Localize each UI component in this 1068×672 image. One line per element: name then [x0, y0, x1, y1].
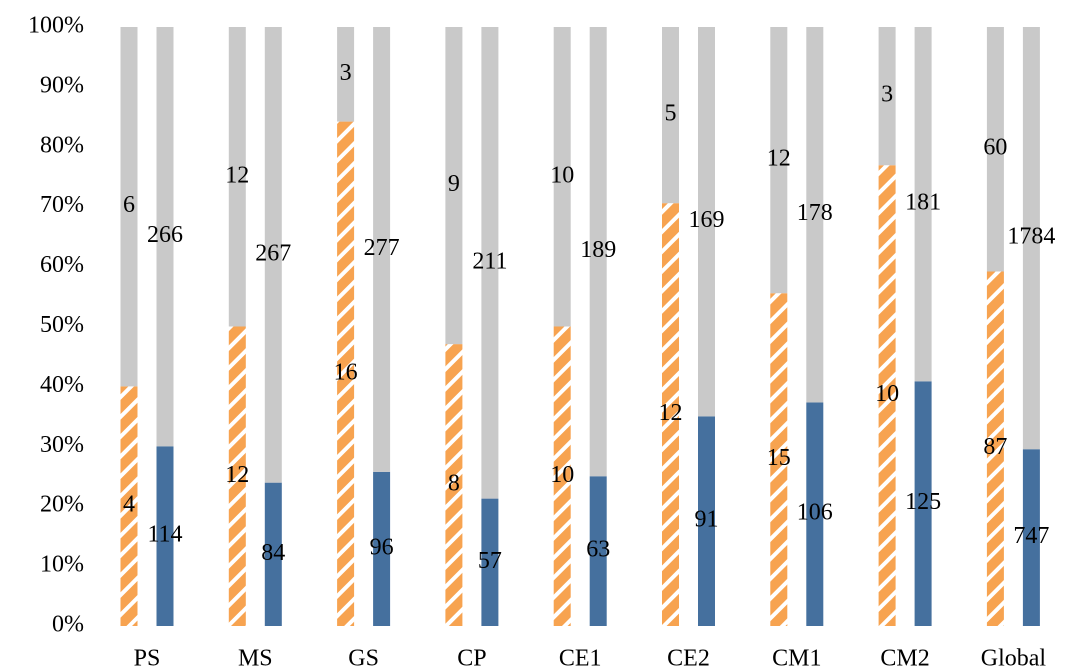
bar-segment — [662, 27, 679, 204]
data-label: 60 — [983, 135, 1007, 161]
x-tick-label: Global — [981, 646, 1047, 672]
bar-segment — [156, 446, 174, 626]
data-label: 10 — [875, 381, 899, 407]
bar-segment — [806, 402, 824, 626]
y-tick-label: 100% — [28, 13, 84, 39]
bar-segment — [120, 386, 138, 626]
bar-segment — [770, 293, 788, 626]
data-label: 1784 — [1007, 224, 1055, 250]
data-label: 84 — [261, 540, 285, 566]
data-label: 15 — [767, 445, 791, 471]
bar-segment — [228, 326, 246, 626]
bar-segment — [264, 27, 282, 483]
data-label: 125 — [905, 489, 941, 515]
data-label: 178 — [797, 200, 833, 226]
data-label: 12 — [225, 162, 249, 188]
bar-segment — [770, 27, 788, 294]
bar-segment — [698, 27, 715, 417]
bar-segment — [589, 27, 607, 477]
bar-segment — [1022, 27, 1040, 450]
y-tick-label: 10% — [40, 552, 84, 578]
data-label: 211 — [472, 248, 507, 274]
x-tick-label: MS — [238, 646, 273, 672]
bar-segment — [986, 271, 1004, 626]
y-tick-label: 40% — [40, 372, 84, 398]
bar-segment — [914, 381, 932, 626]
y-tick-label: 70% — [40, 192, 84, 218]
data-label: 9 — [448, 171, 460, 197]
data-label: 8 — [448, 471, 460, 497]
data-label: 12 — [225, 462, 249, 488]
bar-segment — [156, 27, 174, 447]
bar-segment — [481, 498, 499, 626]
bar-segment — [662, 203, 679, 627]
data-label: 4 — [123, 492, 135, 518]
x-tick-label: CE2 — [667, 646, 710, 672]
data-label: 91 — [695, 507, 719, 533]
data-label: 3 — [340, 60, 352, 86]
data-label: 10 — [550, 162, 574, 188]
x-tick-label: GS — [348, 646, 379, 672]
data-label: 106 — [797, 500, 833, 526]
bar-segment — [806, 27, 824, 403]
data-label: 12 — [659, 400, 683, 426]
x-tick-label: PS — [134, 646, 161, 672]
data-label: 189 — [580, 237, 616, 263]
y-tick-label: 30% — [40, 432, 84, 458]
y-tick-label: 90% — [40, 72, 84, 98]
bar-segment — [337, 121, 355, 626]
data-label: 114 — [147, 522, 182, 548]
bar-segment — [264, 482, 282, 626]
data-label: 181 — [905, 190, 941, 216]
data-label: 266 — [147, 222, 183, 248]
bar-segment — [445, 344, 463, 626]
x-tick-label: CM2 — [880, 646, 929, 672]
bar-segment — [445, 27, 463, 345]
bar-segment — [337, 27, 355, 122]
y-tick-label: 50% — [40, 312, 84, 338]
bar-segment — [878, 165, 896, 626]
data-label: 10 — [550, 462, 574, 488]
x-tick-label: CE1 — [559, 646, 602, 672]
data-label: 63 — [586, 537, 610, 563]
bar-segment — [914, 27, 932, 382]
data-label: 57 — [478, 548, 502, 574]
data-label: 87 — [983, 434, 1007, 460]
data-label: 5 — [665, 101, 677, 127]
data-label: 96 — [370, 534, 394, 560]
y-tick-label: 20% — [40, 492, 84, 518]
data-label: 169 — [689, 207, 725, 233]
y-tick-label: 0% — [52, 612, 84, 638]
x-tick-label: CP — [457, 646, 486, 672]
bar-segment — [553, 27, 571, 327]
data-label: 6 — [123, 192, 135, 218]
bar-segment — [1022, 449, 1040, 626]
data-label: 277 — [364, 235, 400, 261]
bar-segment — [373, 27, 391, 472]
bar-segment — [373, 471, 391, 626]
data-label: 267 — [255, 240, 291, 266]
bar-segment — [228, 27, 246, 327]
y-tick-label: 60% — [40, 252, 84, 278]
bar-segment — [589, 476, 607, 626]
data-label: 12 — [767, 146, 791, 172]
bar-segment — [120, 27, 138, 387]
bar-segment — [878, 27, 896, 166]
y-tick-label: 80% — [40, 132, 84, 158]
data-label: 3 — [881, 82, 893, 108]
bar-segment — [553, 326, 571, 626]
bar-segment — [698, 416, 715, 626]
bar-segment — [481, 27, 499, 499]
data-label: 16 — [334, 359, 358, 385]
x-tick-label: CM1 — [772, 646, 821, 672]
bar-segment — [986, 27, 1004, 272]
data-label: 747 — [1013, 523, 1049, 549]
